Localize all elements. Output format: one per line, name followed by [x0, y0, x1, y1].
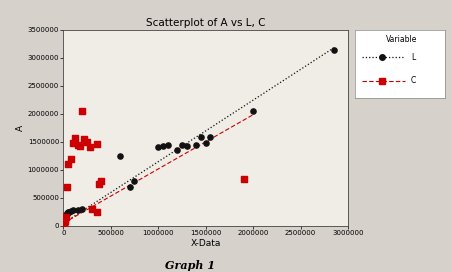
Point: [93, 142, 100, 146]
Point: [60, 219, 68, 224]
Y-axis label: A: A: [16, 125, 25, 131]
Point: [239, 177, 247, 181]
Point: [63, 211, 70, 216]
Point: [164, 143, 171, 147]
Point: [60, 220, 67, 225]
Point: [178, 143, 185, 147]
Point: [60, 222, 67, 227]
Point: [61, 217, 68, 221]
Point: [192, 143, 199, 147]
Point: [62, 212, 69, 217]
Point: [159, 144, 166, 148]
Point: [93, 210, 100, 214]
Point: [60, 218, 68, 222]
Point: [60, 221, 68, 225]
Point: [97, 179, 105, 183]
Point: [202, 141, 209, 145]
Point: [62, 213, 69, 217]
Point: [96, 182, 103, 186]
Point: [154, 145, 161, 150]
Point: [64, 162, 72, 166]
Point: [71, 136, 78, 141]
Point: [63, 184, 70, 189]
Point: [61, 216, 68, 220]
Point: [61, 217, 69, 221]
Point: [173, 148, 180, 152]
Point: [197, 135, 204, 140]
Point: [183, 144, 190, 148]
Point: [249, 109, 256, 113]
Point: [330, 48, 337, 52]
Point: [67, 156, 74, 161]
Point: [60, 222, 68, 226]
Text: Graph 1: Graph 1: [165, 260, 214, 271]
Point: [88, 207, 95, 211]
Text: C: C: [410, 76, 415, 85]
Point: [63, 212, 70, 216]
Point: [61, 215, 69, 219]
Point: [62, 215, 69, 220]
Point: [69, 208, 76, 212]
Point: [78, 109, 86, 113]
Text: L: L: [410, 52, 414, 62]
Text: Variable: Variable: [385, 35, 417, 44]
Title: Scatterplot of A vs L, C: Scatterplot of A vs L, C: [146, 18, 265, 28]
Point: [131, 179, 138, 183]
Point: [83, 140, 91, 144]
Point: [207, 135, 214, 139]
Point: [64, 210, 72, 215]
Point: [74, 207, 81, 212]
X-axis label: X-Data: X-Data: [190, 239, 221, 248]
Point: [77, 144, 84, 149]
Point: [126, 184, 133, 189]
Point: [74, 143, 81, 147]
Point: [78, 207, 86, 211]
Point: [61, 214, 69, 218]
Point: [67, 208, 74, 213]
Point: [86, 145, 93, 150]
Point: [80, 137, 87, 141]
Point: [65, 210, 73, 214]
Point: [116, 154, 124, 158]
Point: [61, 219, 68, 224]
Point: [69, 141, 76, 145]
